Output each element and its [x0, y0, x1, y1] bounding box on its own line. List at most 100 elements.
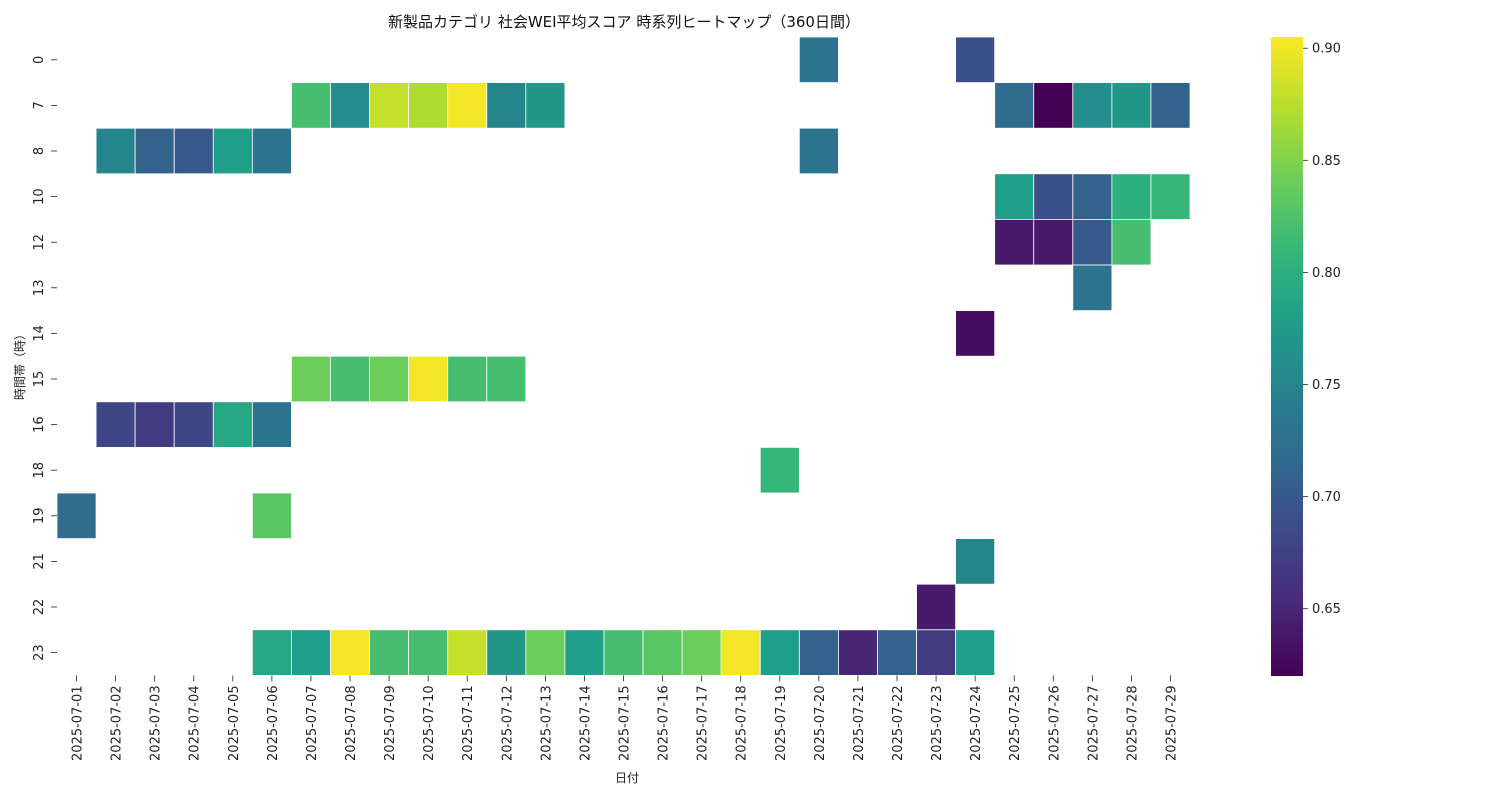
y-tick-label: 13	[32, 280, 47, 297]
heatmap-cell	[447, 82, 488, 129]
heatmap-cell	[291, 82, 331, 129]
x-tick-label: 2025-07-20	[813, 685, 828, 761]
x-tick-label: 2025-07-17	[696, 685, 711, 761]
x-tick-label: 2025-07-14	[578, 685, 593, 761]
x-tick-label: 2025-07-09	[383, 685, 398, 761]
heatmap-cell	[251, 127, 292, 175]
y-tick-label: 14	[32, 325, 47, 342]
heatmap-cell	[330, 82, 370, 129]
heatmap-cell	[212, 127, 253, 175]
heatmap-cell	[486, 82, 527, 129]
heatmap-cell	[486, 629, 527, 676]
y-axis-ticks: 0 7 8 10 12 13 14 15 16 18 19 21 22 23	[32, 56, 57, 661]
y-tick-label: 15	[32, 371, 47, 388]
heatmap-cell	[173, 401, 214, 448]
x-tick-label: 2025-07-03	[149, 685, 164, 761]
heatmap-cell	[369, 355, 410, 403]
heatmap-cell	[408, 629, 449, 676]
heatmap-cell	[798, 36, 839, 83]
heatmap-cell	[1033, 82, 1074, 129]
x-tick-label: 2025-07-16	[657, 685, 672, 761]
heatmap-cell	[56, 492, 97, 539]
x-tick-label: 2025-07-15	[618, 685, 633, 761]
y-tick-label: 7	[32, 101, 47, 109]
y-tick-label: 16	[32, 416, 47, 433]
colorbar	[1271, 37, 1303, 676]
heatmap-cell	[291, 629, 331, 676]
heatmap-cell	[759, 629, 800, 676]
heatmap-cell	[212, 401, 253, 448]
colorbar-ticks: 0.65 0.70 0.75 0.80 0.85 0.90	[1303, 42, 1341, 617]
y-tick-label: 8	[32, 147, 47, 155]
heatmap-cell	[916, 583, 957, 631]
heatmap-cell	[1072, 173, 1113, 220]
colorbar-tick-label: 0.90	[1312, 42, 1341, 57]
heatmap-cell	[330, 355, 370, 403]
colorbar-tick-label: 0.70	[1312, 490, 1341, 505]
x-tick-label: 2025-07-21	[852, 685, 867, 761]
x-tick-label: 2025-07-11	[461, 685, 476, 761]
heatmap-cell	[1111, 82, 1152, 129]
colorbar-tick-label: 0.80	[1312, 266, 1341, 281]
x-tick-label: 2025-07-07	[305, 685, 320, 761]
heatmap-cell	[1150, 82, 1191, 129]
x-tick-label: 2025-07-12	[500, 685, 515, 761]
heatmap-cell	[408, 355, 449, 403]
heatmap-cell	[134, 127, 175, 175]
x-tick-label: 2025-07-29	[1164, 685, 1179, 761]
heatmap-cell	[1072, 218, 1113, 266]
heatmap-cell	[955, 310, 996, 357]
heatmap-cell	[134, 401, 175, 448]
x-tick-label: 2025-07-27	[1086, 685, 1101, 761]
heatmap-cell	[1033, 218, 1074, 266]
colorbar-tick-label: 0.65	[1312, 602, 1341, 617]
x-tick-label: 2025-07-04	[188, 685, 203, 761]
heatmap-cell	[447, 355, 488, 403]
heatmap-cell	[369, 629, 410, 676]
y-tick-label: 23	[32, 644, 47, 661]
heatmap-cell	[759, 446, 800, 494]
x-tick-label: 2025-07-23	[930, 685, 945, 761]
x-tick-label: 2025-07-25	[1008, 685, 1023, 761]
heatmap-cell	[642, 629, 683, 676]
heatmap-cell	[251, 401, 292, 448]
heatmap-cell	[525, 82, 566, 129]
x-tick-label: 2025-07-02	[110, 685, 125, 761]
heatmap-cell	[1072, 264, 1113, 311]
heatmap-cell	[1111, 173, 1152, 220]
heatmap-cell	[447, 629, 488, 676]
y-tick-label: 0	[32, 56, 47, 64]
heatmap-cell	[838, 629, 878, 676]
y-tick-label: 10	[32, 188, 47, 205]
x-tick-label: 2025-07-05	[227, 685, 242, 761]
heatmap-cell	[486, 355, 527, 403]
y-tick-label: 21	[32, 553, 47, 570]
x-tick-label: 2025-07-28	[1125, 685, 1140, 761]
heatmap-cell	[408, 82, 449, 129]
heatmap-cell	[564, 629, 605, 676]
heatmap-cell	[994, 218, 1035, 266]
heatmap-cells	[56, 36, 1191, 676]
x-tick-label: 2025-07-19	[774, 685, 789, 761]
y-tick-label: 18	[32, 462, 47, 479]
x-tick-label: 2025-07-26	[1047, 685, 1062, 761]
heatmap-cell	[1072, 82, 1113, 129]
colorbar-tick-label: 0.85	[1312, 154, 1341, 169]
heatmap-cell	[603, 629, 644, 676]
x-axis-label: 日付	[615, 771, 639, 785]
heatmap-cell	[955, 538, 996, 585]
heatmap-cell	[916, 629, 957, 676]
colorbar-tick-label: 0.75	[1312, 378, 1341, 393]
heatmap-cell	[1150, 173, 1191, 220]
y-tick-label: 12	[32, 234, 47, 251]
heatmap-cell	[877, 629, 917, 676]
x-tick-label: 2025-07-01	[71, 685, 86, 761]
y-tick-label: 19	[32, 508, 47, 525]
x-tick-label: 2025-07-08	[344, 685, 359, 761]
heatmap-cell	[955, 629, 996, 676]
heatmap-cell	[95, 127, 136, 175]
heatmap-cell	[173, 127, 214, 175]
x-tick-label: 2025-07-22	[891, 685, 906, 761]
heatmap-cell	[720, 629, 761, 676]
